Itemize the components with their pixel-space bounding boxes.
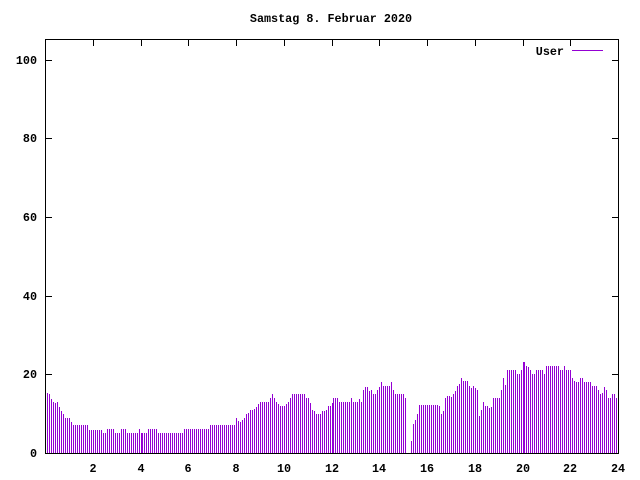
svg-text:24: 24 xyxy=(611,462,625,476)
svg-text:Samstag 8. Februar 2020: Samstag 8. Februar 2020 xyxy=(250,12,412,26)
svg-text:22: 22 xyxy=(563,462,577,476)
svg-text:18: 18 xyxy=(468,462,482,476)
svg-text:20: 20 xyxy=(516,462,530,476)
svg-text:8: 8 xyxy=(232,462,239,476)
svg-text:4: 4 xyxy=(137,462,144,476)
svg-text:40: 40 xyxy=(23,290,37,304)
svg-text:10: 10 xyxy=(277,462,291,476)
svg-text:100: 100 xyxy=(16,54,37,68)
svg-text:14: 14 xyxy=(372,462,386,476)
svg-text:0: 0 xyxy=(30,447,37,461)
svg-text:12: 12 xyxy=(325,462,339,476)
svg-text:2: 2 xyxy=(89,462,96,476)
svg-text:60: 60 xyxy=(23,211,37,225)
svg-text:16: 16 xyxy=(420,462,434,476)
svg-text:20: 20 xyxy=(23,368,37,382)
svg-text:User: User xyxy=(536,45,564,59)
svg-text:6: 6 xyxy=(184,462,191,476)
svg-text:80: 80 xyxy=(23,132,37,146)
